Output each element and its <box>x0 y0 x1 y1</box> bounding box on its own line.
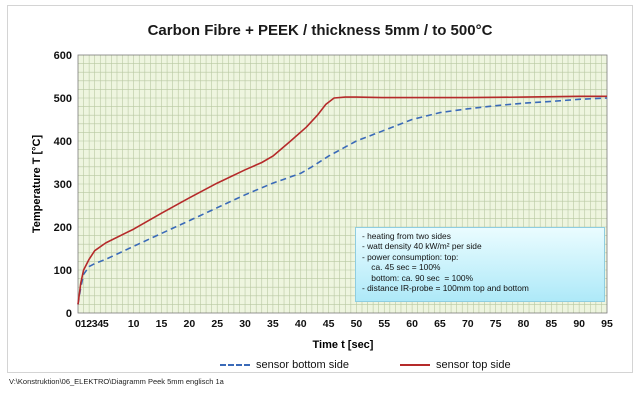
y-tick-label: 400 <box>54 136 72 148</box>
x-tick-label: 40 <box>295 318 307 330</box>
x-tick-label: 3 <box>92 318 98 330</box>
x-tick-label: 70 <box>462 318 474 330</box>
x-tick-label: 4 <box>97 318 103 330</box>
series-line-bottom-side <box>77 97 608 305</box>
legend-item-bottom: sensor bottom side <box>220 359 349 371</box>
x-tick-label: 50 <box>351 318 363 330</box>
legend-swatch-dashed <box>220 364 250 366</box>
chart-legend: sensor bottom side sensor top side <box>220 359 620 373</box>
annotation-line: - watt density 40 kW/m² per side <box>362 241 482 252</box>
legend-label: sensor bottom side <box>256 359 349 371</box>
y-tick-label: 100 <box>54 265 72 277</box>
y-tick-label: 300 <box>54 179 72 191</box>
y-tick-label: 0 <box>66 308 72 320</box>
x-tick-label: 55 <box>378 318 390 330</box>
y-tick-label: 200 <box>54 222 72 234</box>
x-tick-label: 0 <box>75 318 81 330</box>
x-tick-label: 80 <box>518 318 530 330</box>
x-tick-label: 75 <box>490 318 502 330</box>
file-path-footer: V:\Konstruktion\06_ELEKTRO\Diagramm Peek… <box>9 377 224 386</box>
x-tick-label: 15 <box>156 318 168 330</box>
x-tick-label: 90 <box>573 318 585 330</box>
x-tick-label: 20 <box>184 318 196 330</box>
y-tick-label: 600 <box>54 50 72 62</box>
x-tick-label: 60 <box>406 318 418 330</box>
x-tick-label: 1 <box>81 318 87 330</box>
x-tick-label: 5 <box>103 318 109 330</box>
x-tick-label: 95 <box>601 318 613 330</box>
x-tick-label: 85 <box>545 318 557 330</box>
x-tick-label: 35 <box>267 318 279 330</box>
legend-item-top: sensor top side <box>400 359 511 371</box>
x-tick-label: 10 <box>128 318 140 330</box>
series-line-top-side <box>77 95 607 305</box>
x-tick-label: 25 <box>211 318 223 330</box>
legend-label: sensor top side <box>436 359 511 371</box>
y-tick-label: 500 <box>54 93 72 105</box>
x-tick-label: 30 <box>239 318 251 330</box>
x-tick-label: 2 <box>86 318 92 330</box>
y-axis-label: Temperature T [°C] <box>31 135 43 234</box>
annotation-line: bottom: ca. 90 sec = 100% <box>362 272 474 283</box>
legend-swatch-solid <box>400 364 430 366</box>
chart-title: Carbon Fibre + PEEK / thickness 5mm / to… <box>147 22 493 39</box>
plot-border <box>77 54 608 314</box>
x-tick-label: 65 <box>434 318 446 330</box>
annotation-line: ca. 45 sec = 100% <box>362 262 441 273</box>
annotation-box: - heating from two sides - watt density … <box>355 227 605 302</box>
x-tick-label: 45 <box>323 318 335 330</box>
x-axis-label: Time t [sec] <box>313 339 374 351</box>
annotation-line: - power consumption: top: <box>362 251 459 262</box>
annotation-line: - distance IR-probe = 100mm top and bott… <box>362 283 529 294</box>
annotation-line: - heating from two sides <box>362 231 451 241</box>
